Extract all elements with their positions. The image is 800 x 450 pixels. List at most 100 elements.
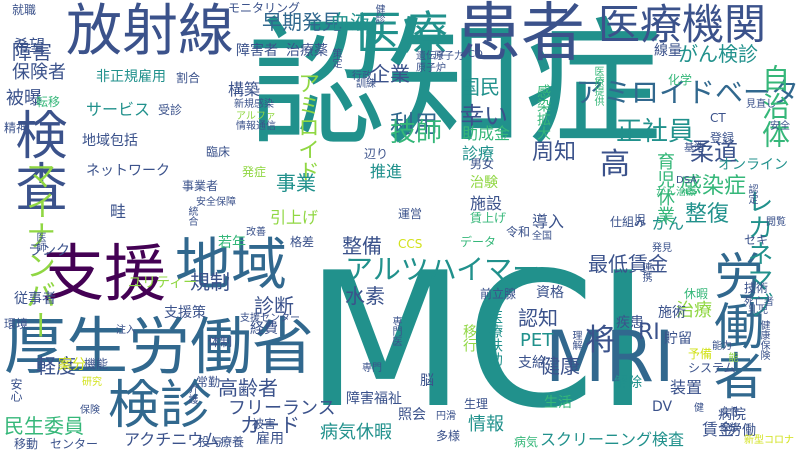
word-hibaku: 被曝 [6,88,42,109]
word-hikiage: 引上げ [270,208,319,227]
word-jigyou: 事業 [276,171,316,195]
word-byoukikyuuka: 病気休暇 [320,422,392,443]
word-byouki: 病気 [514,435,539,449]
word-system: システム [688,361,736,375]
word-rikai: 理解 [570,330,581,350]
word-actinium: アクチニウム [124,430,220,449]
word-shou: 将 [585,323,615,358]
word-shikyuu: 支給 [518,355,546,371]
word-kijun: 基準 [684,143,704,154]
word-hasshou: 発症 [242,165,267,179]
word-nou: 脳 [420,373,434,389]
word-kensa: 検査 [6,108,66,212]
word-kouchiku: 構築 [228,80,261,99]
word-kaigo: 介護 [186,384,197,404]
word-iryou: 医療 [356,6,448,60]
word-chouryuu: 貯留 [664,331,692,347]
word-ken: 健 [694,403,704,414]
word-shikumi: 仕組み [610,215,647,229]
word-hakken: 発見 [652,243,672,254]
word-shoukai: 照会 [398,407,426,423]
word-nintei: 認定 [746,184,757,204]
word-roudou: 労働 [728,423,756,439]
word-roudousha: 労働者 [706,250,764,400]
word-hokensha: 保険者 [12,62,66,83]
word-co: CO [468,49,483,60]
word-kenkou: 健康 [540,354,580,378]
word-mynumber: マイナンバー [20,160,55,340]
word-amyloid: アミロイド [294,72,319,182]
word-kagaku: 化学 [668,73,693,87]
word-shingata-corona: 新型コロナ [744,435,794,446]
word-kaizen: 改善 [246,227,266,238]
word-idenshi: 遺伝子 [416,51,446,62]
word-jichitai: 自治体 [758,64,791,148]
word-seifuku: 整復 [685,202,730,227]
word-amyloid-beta: アミロイドベータ [575,76,799,109]
word-seki: セキ [744,233,769,247]
word-ikujikyuugyou: 育児休業 [654,152,675,224]
word-etsuran: 閲覧 [766,217,786,228]
word-seishin: 精神 [4,121,29,135]
word-screening: スクリーニング検査 [540,430,685,449]
word-suishin: 推進 [370,162,403,181]
word-center: センター [50,437,99,450]
word-hoken: 保険 [80,405,100,416]
word-dsa: DSA [676,175,698,186]
word-shuushoku: 就職 [12,3,37,17]
word-kou: 高 [600,147,630,182]
word-gankenshin: がん検診 [678,42,758,66]
word-shikaku: 資格 [536,285,564,301]
word-ccs: CCS [398,237,423,251]
word-minaoshi: 見直し [746,99,776,110]
word-keido: 軽度 [36,354,76,378]
word-kazoku: 家族 [720,423,740,434]
word-senryou: 線量 [654,43,682,59]
word-higai: 被害 [252,417,277,431]
word-dounyuu: 導入 [532,212,565,231]
word-shibousha: 死亡者 [744,297,774,308]
word-jigyousha: 事業者 [182,179,219,193]
word-zenkoku: 全国 [532,231,552,242]
word-atari: 辺り [364,147,389,161]
word-shuuchi: 周知 [532,140,577,165]
word-kansenshou: 感染症 [680,174,747,199]
word-mhlw: 厚生労働省 [4,310,315,383]
word-online: オンライン [718,157,788,173]
word-kankyou: 環境 [4,317,29,331]
word-rank: ランク [28,243,70,259]
word-gishi: 技師 [390,118,443,148]
word-senmoni: 専門医 [390,316,401,346]
word-alpha: アルファ [236,111,276,122]
word-byouin: 病院 [718,407,746,423]
word-soukihakken: 早期発見 [262,10,342,34]
word-anzenhoshou: 安全保障 [196,197,236,208]
word-chiryouyaku: 治療薬 [286,43,328,59]
word-shougai: 障害 [12,40,52,64]
word-jouhou: 情報 [468,414,504,435]
word-shijutsu: 施術 [658,305,686,321]
word-riyou: 利用 [390,110,438,138]
word-gyousei: 行政 [352,71,372,82]
word-dv: DV [652,399,673,415]
word-souchi: 装置 [670,378,703,397]
word-kansenkakudai: 感染拡大 [535,84,551,140]
word-iryouteikyou: 医療提供 [592,66,603,106]
word-shisetsu: 施設 [470,194,503,213]
word-chiryou: 治療 [676,300,712,321]
word-nouryoku: 能力 [712,341,732,352]
word-keihi: 経費 [250,321,278,337]
word-utility: ユリティー [128,275,198,291]
word-anbun: 案分 [58,357,86,373]
word-kisei: 規制 [190,270,230,294]
word-juujisha: 従事者 [14,291,56,307]
word-wariai: 割合 [176,71,201,85]
word-toyo: 投与 [198,435,223,449]
word-chiikihoukatsu: 地域包括 [82,133,138,149]
word-nou2: 能 [726,352,737,362]
word-tayou: 多様 [436,429,461,443]
word-genshiryoku: 原子力 [434,51,464,62]
word-ninchi: 認知 [518,306,558,330]
word-renkei: 連携 [640,262,651,282]
